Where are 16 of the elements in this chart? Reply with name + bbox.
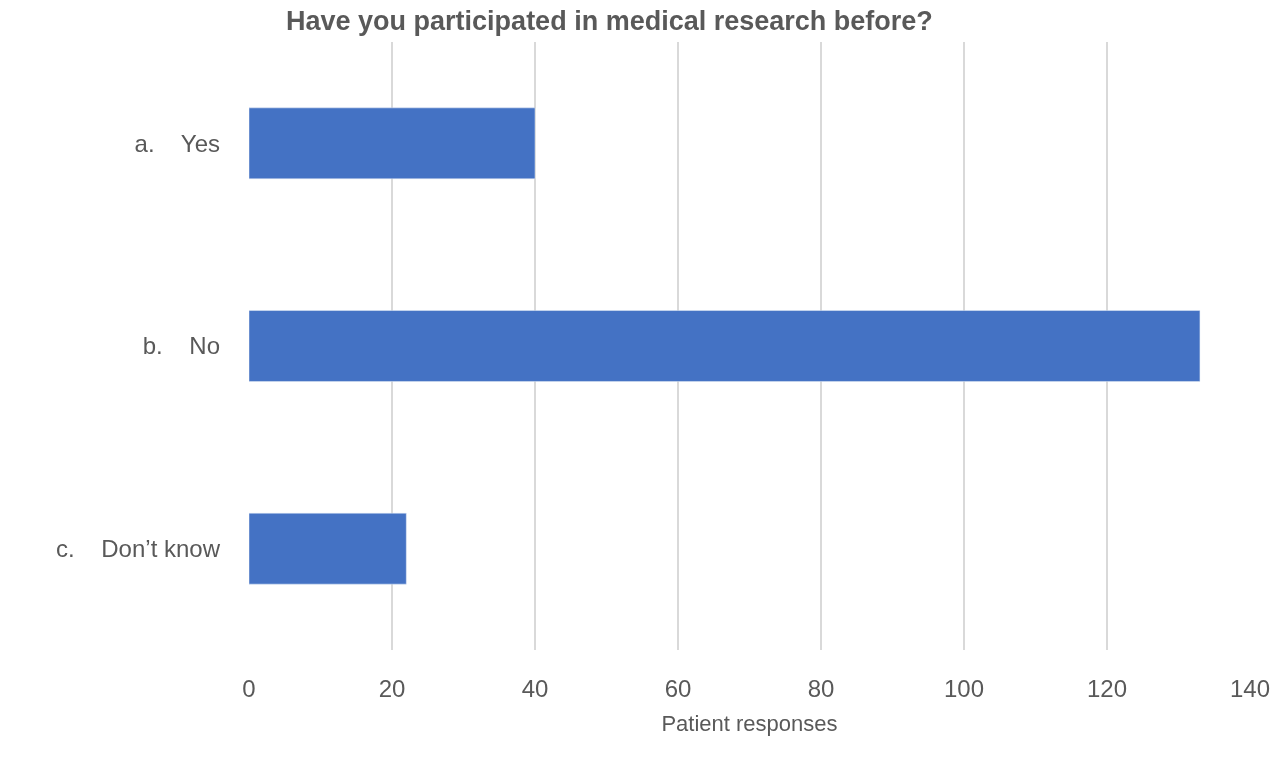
x-tick-label: 100: [943, 675, 985, 702]
bar: [249, 107, 536, 180]
x-tick-label: 80: [807, 675, 835, 702]
x-tick-label: 40: [521, 675, 549, 702]
chart-title: Have you participated in medical research before?: [286, 6, 933, 37]
x-tick-label: 60: [664, 675, 692, 702]
y-tick-label: a. Yes: [134, 129, 220, 157]
bar: [249, 310, 1201, 382]
y-tick-label: b. No: [142, 332, 220, 360]
x-axis-title: Patient responses: [661, 710, 838, 736]
bar: [249, 512, 407, 585]
x-tick-label: 20: [378, 675, 406, 702]
x-tick-label: 0: [242, 675, 256, 702]
x-tick-label: 140: [1229, 675, 1271, 702]
y-tick-label: c. Don’t know: [55, 535, 221, 563]
x-tick-label: 120: [1086, 675, 1128, 702]
